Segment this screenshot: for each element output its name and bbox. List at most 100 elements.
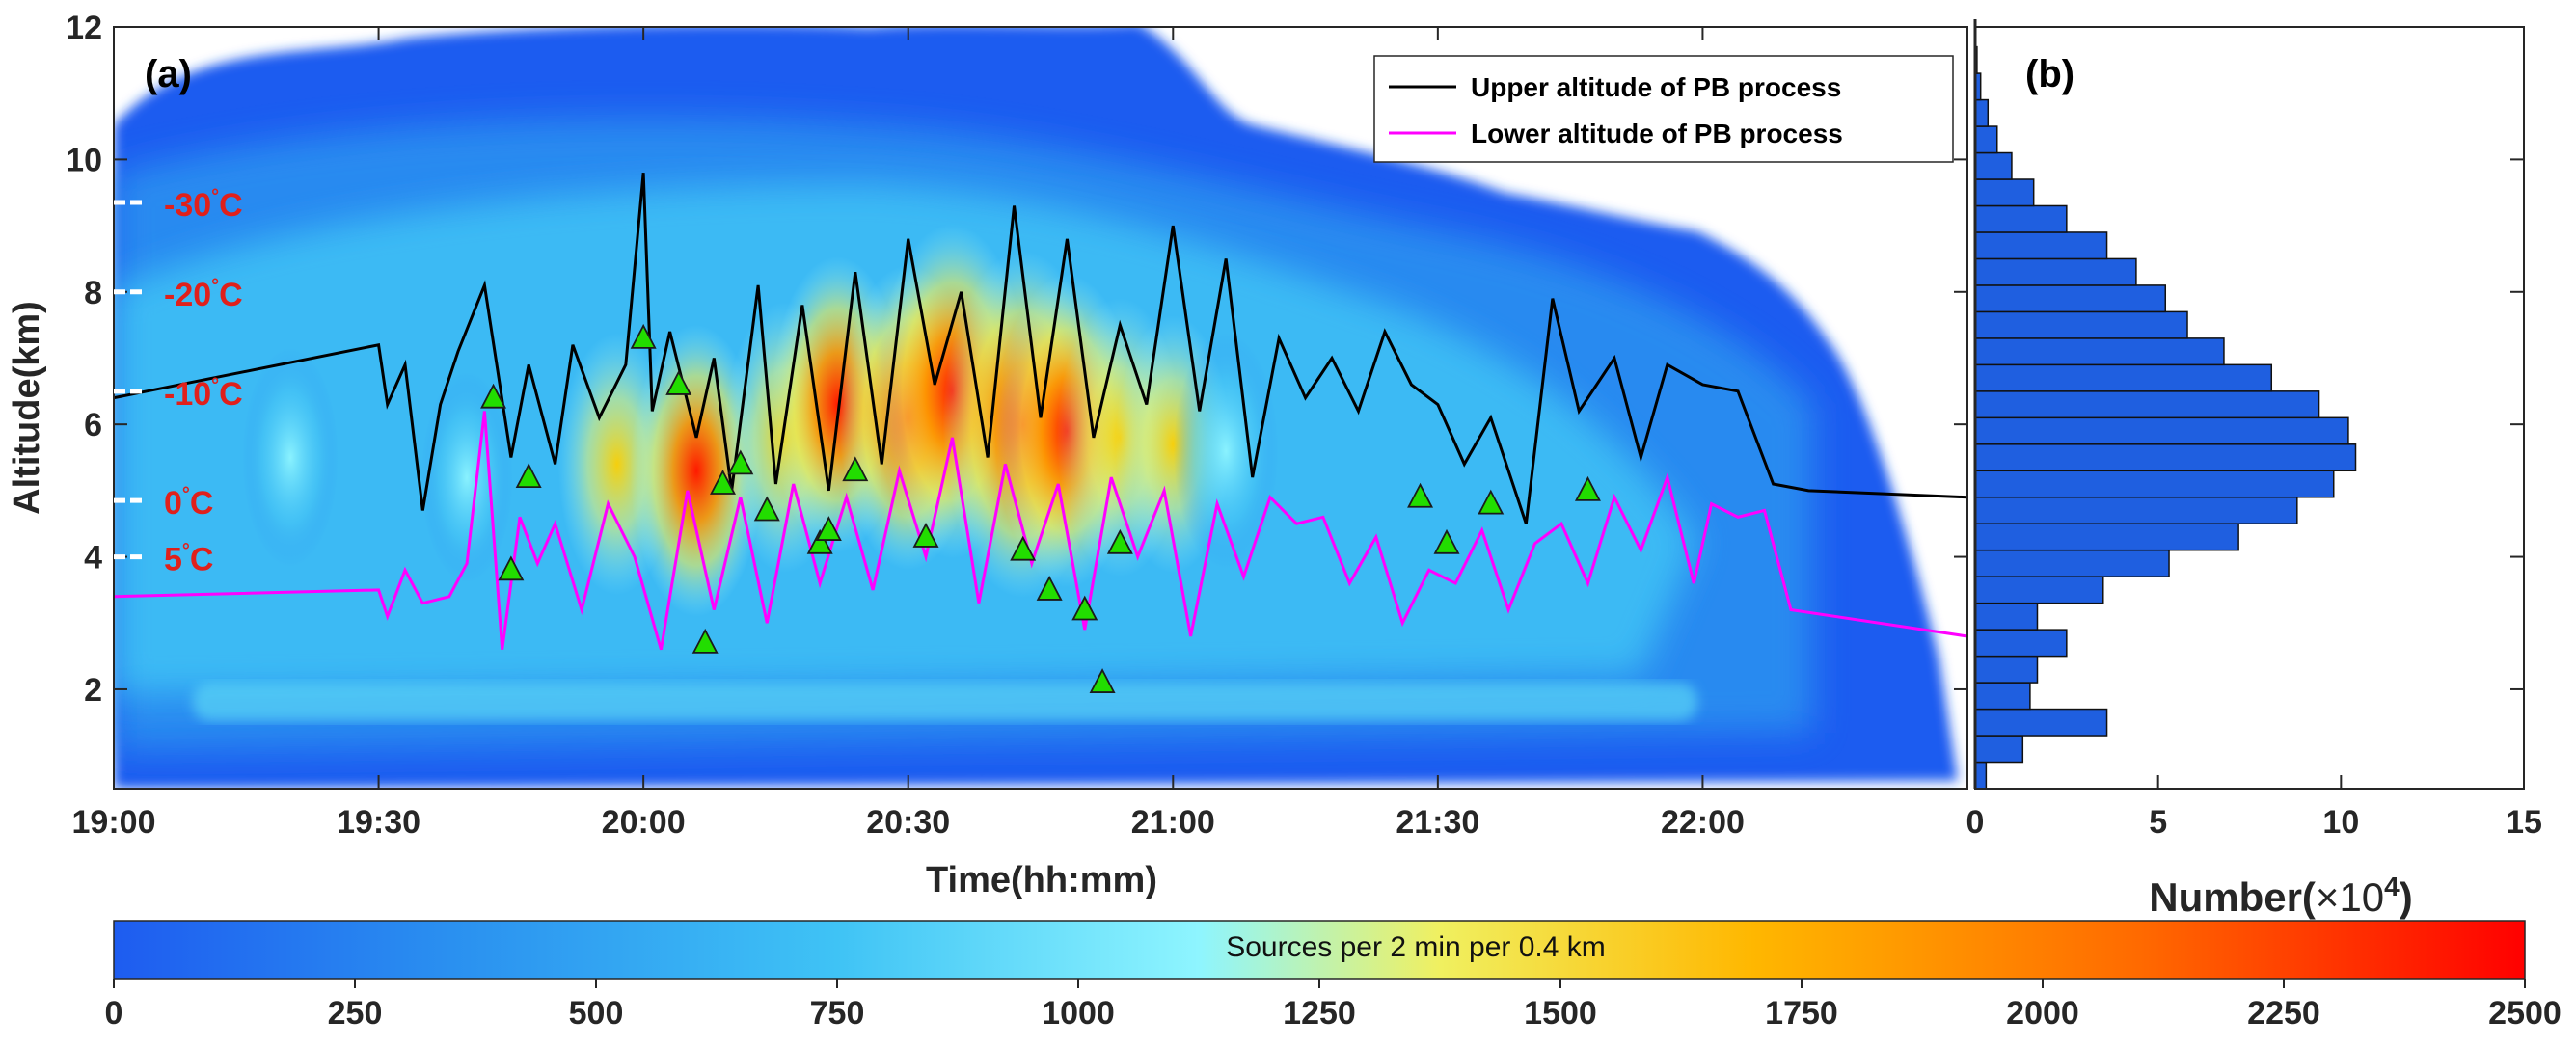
histogram-bar bbox=[1974, 363, 2273, 392]
y-ticks-b bbox=[2510, 26, 2524, 690]
colorbar-tick-label: 750 bbox=[810, 995, 865, 1032]
y-tick-label: 2 bbox=[84, 672, 102, 709]
colorbar-tick-label: 2000 bbox=[2006, 995, 2079, 1032]
pb-marker bbox=[1407, 482, 1434, 508]
histogram-bar bbox=[1974, 390, 2320, 419]
y-tick-label: 10 bbox=[66, 142, 102, 178]
axes-frame-a bbox=[113, 26, 1968, 790]
intensity-peaks bbox=[242, 224, 1279, 617]
intensity-peak bbox=[420, 371, 513, 583]
histogram-bar bbox=[1974, 416, 2349, 445]
temperature-label: -10°C bbox=[164, 375, 243, 413]
pb-marker bbox=[498, 555, 525, 581]
pb-marker bbox=[691, 628, 719, 654]
b-x-tick-label: 15 bbox=[2506, 804, 2542, 841]
y-ticks-a: 2 4 6 8 10 12 bbox=[66, 10, 1967, 709]
legend-box bbox=[1373, 55, 1954, 163]
histogram-bar bbox=[1974, 470, 2335, 498]
pb-marker bbox=[1433, 528, 1460, 554]
y-tick-label: 6 bbox=[84, 407, 102, 443]
pb-marker bbox=[1574, 475, 1601, 501]
histogram-bar bbox=[1974, 204, 2068, 233]
temperature-label: 5°C bbox=[164, 541, 213, 578]
pb-marker bbox=[1010, 535, 1037, 561]
colorbar-tick-label: 500 bbox=[569, 995, 624, 1032]
y-axis-label: Altitude(km) bbox=[7, 301, 47, 515]
colorbar-tick-label: 250 bbox=[328, 995, 383, 1032]
x-ticks-b: 0 5 10 15 bbox=[1966, 775, 2542, 841]
x-tick-label: 19:30 bbox=[337, 804, 420, 841]
x-tick-label: 21:00 bbox=[1131, 804, 1215, 841]
b-x-tick-label: 0 bbox=[1966, 804, 1985, 841]
pb-lines bbox=[114, 172, 1967, 693]
colorbar-tick-label: 1500 bbox=[1524, 995, 1597, 1032]
colorbar-tick-label: 2250 bbox=[2247, 995, 2320, 1032]
colorbar-bar bbox=[113, 920, 2526, 980]
histogram-bar bbox=[1974, 257, 2137, 286]
y-tick-label: 12 bbox=[66, 10, 102, 46]
histogram-bar bbox=[1974, 655, 2039, 684]
histogram-bar bbox=[1974, 310, 2188, 339]
pb-marker bbox=[727, 449, 754, 475]
histogram-bar bbox=[1974, 576, 2104, 604]
histogram-bar bbox=[1974, 284, 2167, 313]
x-ticks-a: 19:00 19:30 20:00 20:30 21:00 21:30 22:00 bbox=[72, 27, 1745, 841]
legend-label-lower: Lower altitude of PB process bbox=[1471, 119, 1843, 148]
intensity-peak bbox=[1173, 332, 1279, 570]
pb-marker bbox=[1071, 595, 1098, 621]
legend: Upper altitude of PB process Lower altit… bbox=[1373, 55, 1954, 163]
number-axis-label-close: ) bbox=[2400, 874, 2413, 920]
histogram-bar bbox=[1974, 523, 2239, 551]
colorbar-ticks: 0 250 500 750 1000 1250 1500 1750 2000 2250 2500 bbox=[105, 979, 2562, 1032]
x-tick-label: 20:30 bbox=[866, 804, 950, 841]
pb-marker bbox=[842, 456, 869, 482]
pb-marker bbox=[710, 470, 736, 495]
panel-label-b: (b) bbox=[2025, 53, 2074, 95]
histogram-bar bbox=[1974, 98, 1990, 127]
pb-marker bbox=[480, 383, 507, 409]
histogram-bar bbox=[1974, 151, 2013, 180]
x-tick-label: 19:00 bbox=[72, 804, 156, 841]
histogram-bar bbox=[1974, 629, 2068, 658]
colorbar-tick-label: 0 bbox=[105, 995, 123, 1032]
heatmap-low-layer bbox=[193, 683, 1697, 721]
histogram-bar bbox=[1974, 708, 2108, 737]
temperature-label: -20°C bbox=[164, 276, 243, 313]
intensity-peak bbox=[242, 347, 339, 568]
y-tick-label: 4 bbox=[84, 540, 102, 577]
histogram-bar bbox=[1974, 761, 1988, 790]
colorbar-title: Sources per 2 min per 0.4 km bbox=[1226, 931, 1606, 963]
histogram-bar bbox=[1974, 178, 2035, 207]
b-x-tick-label: 5 bbox=[2149, 804, 2167, 841]
pb-marker bbox=[815, 516, 842, 541]
pb-marker bbox=[806, 528, 833, 554]
temperature-label: 0°C bbox=[164, 484, 213, 522]
histogram-bar bbox=[1974, 549, 2170, 577]
colorbar-tick-label: 1000 bbox=[1042, 995, 1115, 1032]
number-axis-label-times: ×10 bbox=[2316, 874, 2384, 920]
histogram-bars bbox=[1974, 45, 2357, 790]
x-axis-label: Time(hh:mm) bbox=[926, 860, 1157, 900]
histogram-bar bbox=[1974, 337, 2225, 366]
pb-marker bbox=[1036, 575, 1063, 601]
pb-marker bbox=[753, 496, 780, 522]
number-axis-label: Number(×104) bbox=[2149, 872, 2413, 920]
colorbar-tick-label: 2500 bbox=[2488, 995, 2562, 1032]
colorbar: 0 250 500 750 1000 1250 1500 1750 2000 2250 2500 S… bbox=[105, 920, 2562, 1032]
histogram-bar bbox=[1974, 496, 2298, 524]
lower-altitude-line bbox=[114, 411, 1967, 651]
x-tick-label: 20:00 bbox=[602, 804, 686, 841]
temperature-levels: -30°C -20°C -10°C 0°C 5°C bbox=[114, 186, 243, 578]
number-axis-label-exp: 4 bbox=[2384, 872, 2400, 901]
pb-marker bbox=[912, 523, 939, 548]
histogram-bar bbox=[1974, 682, 2031, 711]
pb-marker bbox=[1106, 528, 1133, 554]
pb-marker bbox=[665, 370, 692, 395]
temperature-label: -30°C bbox=[164, 186, 243, 224]
number-axis-label-main: Number( bbox=[2149, 874, 2316, 920]
legend-label-upper: Upper altitude of PB process bbox=[1471, 72, 1841, 102]
pb-marker bbox=[1478, 489, 1505, 515]
histogram-bar bbox=[1974, 735, 2024, 764]
b-x-tick-label: 10 bbox=[2322, 804, 2359, 841]
